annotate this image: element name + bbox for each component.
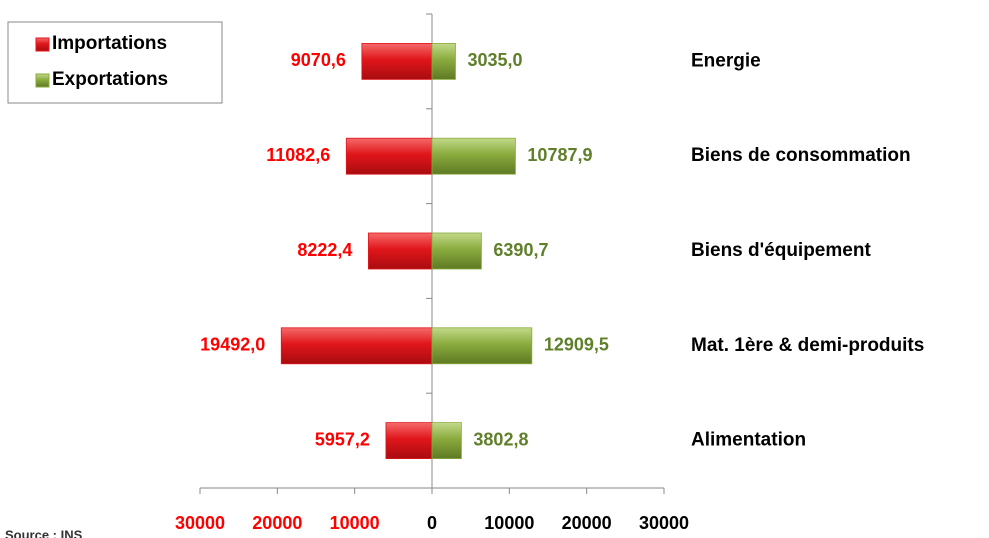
category-label: Alimentation xyxy=(691,430,806,451)
value-label: 10787,9 xyxy=(527,145,592,165)
legend-swatch xyxy=(35,37,50,52)
category-label: Energie xyxy=(691,50,761,71)
value-label: 3802,8 xyxy=(473,429,528,449)
value-label: 8222,4 xyxy=(297,240,352,260)
value-label: 12909,5 xyxy=(544,335,609,355)
source: Source : INS xyxy=(5,527,83,538)
value-label: 5957,2 xyxy=(315,429,370,449)
bar xyxy=(368,232,433,270)
bar xyxy=(345,137,433,175)
category-label: Biens de consommation xyxy=(691,145,911,166)
bar xyxy=(431,232,482,270)
value-label: 3035,0 xyxy=(467,50,522,70)
bar xyxy=(431,422,462,460)
value-label: 9070,6 xyxy=(291,50,346,70)
bar xyxy=(385,422,433,460)
x-tick-label: 20000 xyxy=(562,513,612,533)
bar xyxy=(431,327,533,365)
legend-label: Importations xyxy=(52,33,167,54)
x-tick-label: 10000 xyxy=(484,513,534,533)
value-label: 19492,0 xyxy=(200,335,265,355)
legend-box xyxy=(7,21,223,104)
legend-label: Exportations xyxy=(52,69,168,90)
x-tick-label: 0 xyxy=(427,513,437,533)
x-tick-label: 20000 xyxy=(252,513,302,533)
bar xyxy=(431,137,516,175)
category-label: Mat. 1ère & demi-produits xyxy=(691,335,924,356)
category-label: Biens d'équipement xyxy=(691,240,871,261)
bar xyxy=(280,327,433,365)
bar xyxy=(361,43,433,80)
legend-swatch xyxy=(35,73,50,88)
bar xyxy=(431,43,456,80)
value-label: 6390,7 xyxy=(493,240,548,260)
x-tick-label: 30000 xyxy=(175,513,225,533)
x-tick-label: 30000 xyxy=(639,513,689,533)
value-label: 11082,6 xyxy=(266,145,330,165)
x-tick-label: 10000 xyxy=(330,513,380,533)
